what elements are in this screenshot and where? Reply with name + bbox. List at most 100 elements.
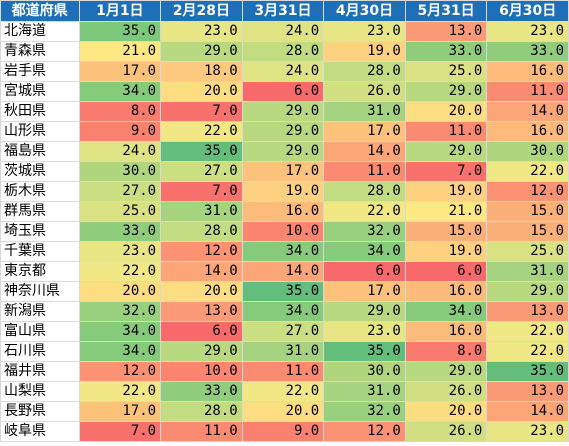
value-cell[interactable]: 34.0	[404, 301, 488, 322]
value-cell[interactable]: 27.0	[78, 181, 162, 202]
value-cell[interactable]: 17.0	[323, 121, 406, 142]
value-cell[interactable]: 29.0	[323, 301, 406, 322]
value-cell[interactable]: 22.0	[241, 381, 325, 402]
value-cell[interactable]: 31.0	[323, 101, 406, 122]
value-cell[interactable]: 17.0	[78, 401, 162, 422]
value-cell[interactable]: 22.0	[486, 321, 569, 342]
value-cell[interactable]: 16.0	[241, 201, 325, 222]
value-cell[interactable]: 26.0	[323, 81, 406, 102]
value-cell[interactable]: 11.0	[486, 81, 569, 102]
value-cell[interactable]: 22.0	[486, 341, 569, 362]
value-cell[interactable]: 30.0	[323, 361, 406, 382]
value-cell[interactable]: 6.0	[404, 261, 488, 282]
prefecture-cell[interactable]: 宮城県	[0, 81, 80, 102]
value-cell[interactable]: 27.0	[160, 161, 243, 182]
value-cell[interactable]: 35.0	[486, 361, 569, 382]
value-cell[interactable]: 14.0	[486, 101, 569, 122]
value-cell[interactable]: 28.0	[160, 401, 243, 422]
prefecture-cell[interactable]: 東京都	[0, 261, 80, 282]
value-cell[interactable]: 35.0	[160, 141, 243, 162]
value-cell[interactable]: 30.0	[78, 161, 162, 182]
value-cell[interactable]: 14.0	[241, 261, 325, 282]
value-cell[interactable]: 29.0	[241, 121, 325, 142]
value-cell[interactable]: 17.0	[241, 161, 325, 182]
header-date[interactable]: 4月30日	[323, 0, 406, 22]
value-cell[interactable]: 29.0	[404, 81, 488, 102]
value-cell[interactable]: 29.0	[404, 361, 488, 382]
prefecture-cell[interactable]: 新潟県	[0, 301, 80, 322]
prefecture-cell[interactable]: 福井県	[0, 361, 80, 382]
value-cell[interactable]: 21.0	[404, 201, 488, 222]
value-cell[interactable]: 7.0	[160, 181, 243, 202]
value-cell[interactable]: 29.0	[404, 141, 488, 162]
value-cell[interactable]: 13.0	[404, 21, 488, 42]
value-cell[interactable]: 7.0	[404, 161, 488, 182]
value-cell[interactable]: 35.0	[78, 21, 162, 42]
value-cell[interactable]: 12.0	[486, 181, 569, 202]
header-date[interactable]: 1月1日	[78, 0, 162, 22]
value-cell[interactable]: 26.0	[404, 381, 488, 402]
value-cell[interactable]: 19.0	[404, 181, 488, 202]
value-cell[interactable]: 20.0	[241, 401, 325, 422]
value-cell[interactable]: 22.0	[160, 121, 243, 142]
header-prefecture[interactable]: 都道府県	[0, 0, 80, 22]
value-cell[interactable]: 7.0	[160, 101, 243, 122]
value-cell[interactable]: 29.0	[160, 341, 243, 362]
value-cell[interactable]: 23.0	[160, 21, 243, 42]
value-cell[interactable]: 6.0	[241, 81, 325, 102]
value-cell[interactable]: 33.0	[486, 41, 569, 62]
value-cell[interactable]: 10.0	[241, 221, 325, 242]
value-cell[interactable]: 33.0	[160, 381, 243, 402]
prefecture-cell[interactable]: 群馬県	[0, 201, 80, 222]
value-cell[interactable]: 24.0	[78, 141, 162, 162]
value-cell[interactable]: 14.0	[323, 141, 406, 162]
value-cell[interactable]: 25.0	[78, 201, 162, 222]
prefecture-cell[interactable]: 福島県	[0, 141, 80, 162]
value-cell[interactable]: 31.0	[241, 341, 325, 362]
prefecture-cell[interactable]: 千葉県	[0, 241, 80, 262]
value-cell[interactable]: 28.0	[241, 41, 325, 62]
value-cell[interactable]: 33.0	[78, 221, 162, 242]
value-cell[interactable]: 16.0	[486, 61, 569, 82]
value-cell[interactable]: 29.0	[241, 101, 325, 122]
value-cell[interactable]: 13.0	[160, 301, 243, 322]
value-cell[interactable]: 21.0	[78, 41, 162, 62]
prefecture-cell[interactable]: 山梨県	[0, 381, 80, 402]
value-cell[interactable]: 31.0	[160, 201, 243, 222]
value-cell[interactable]: 15.0	[404, 221, 488, 242]
value-cell[interactable]: 26.0	[404, 421, 488, 442]
value-cell[interactable]: 7.0	[78, 421, 162, 442]
value-cell[interactable]: 19.0	[323, 41, 406, 62]
value-cell[interactable]: 29.0	[160, 41, 243, 62]
value-cell[interactable]: 28.0	[323, 181, 406, 202]
prefecture-cell[interactable]: 茨城県	[0, 161, 80, 182]
prefecture-cell[interactable]: 秋田県	[0, 101, 80, 122]
value-cell[interactable]: 20.0	[404, 401, 488, 422]
value-cell[interactable]: 6.0	[323, 261, 406, 282]
prefecture-cell[interactable]: 長野県	[0, 401, 80, 422]
prefecture-cell[interactable]: 埼玉県	[0, 221, 80, 242]
value-cell[interactable]: 25.0	[486, 241, 569, 262]
value-cell[interactable]: 24.0	[241, 21, 325, 42]
value-cell[interactable]: 18.0	[160, 61, 243, 82]
value-cell[interactable]: 12.0	[323, 421, 406, 442]
value-cell[interactable]: 11.0	[323, 161, 406, 182]
value-cell[interactable]: 28.0	[160, 221, 243, 242]
value-cell[interactable]: 35.0	[323, 341, 406, 362]
prefecture-cell[interactable]: 山形県	[0, 121, 80, 142]
value-cell[interactable]: 11.0	[241, 361, 325, 382]
value-cell[interactable]: 14.0	[160, 261, 243, 282]
prefecture-cell[interactable]: 岐阜県	[0, 421, 80, 442]
value-cell[interactable]: 29.0	[486, 281, 569, 302]
value-cell[interactable]: 9.0	[78, 121, 162, 142]
value-cell[interactable]: 20.0	[404, 101, 488, 122]
value-cell[interactable]: 17.0	[78, 61, 162, 82]
value-cell[interactable]: 19.0	[404, 241, 488, 262]
prefecture-cell[interactable]: 岩手県	[0, 61, 80, 82]
value-cell[interactable]: 23.0	[486, 421, 569, 442]
value-cell[interactable]: 22.0	[486, 161, 569, 182]
header-date[interactable]: 2月28日	[160, 0, 243, 22]
prefecture-cell[interactable]: 石川県	[0, 341, 80, 362]
value-cell[interactable]: 15.0	[486, 221, 569, 242]
header-date[interactable]: 3月31日	[241, 0, 325, 22]
